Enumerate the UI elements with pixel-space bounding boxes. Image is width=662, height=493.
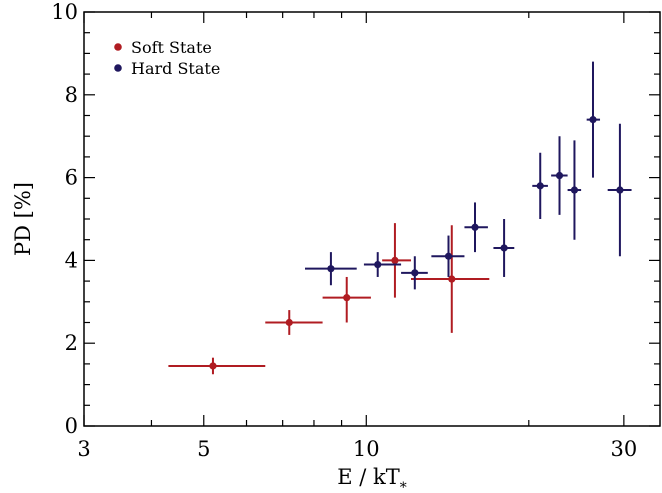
x-tick-label: 30	[610, 437, 637, 461]
y-axis-label: PD [%]	[11, 182, 35, 256]
data-point	[327, 265, 335, 273]
y-tick-label: 6	[65, 166, 78, 190]
legend: Soft State Hard State	[114, 38, 220, 78]
data-point	[411, 269, 419, 277]
x-axis-label-subscript: *	[400, 480, 407, 493]
data-point	[555, 171, 564, 180]
data-point	[616, 186, 624, 194]
y-tick-label: 8	[65, 83, 78, 107]
y-tick-label: 0	[65, 414, 78, 438]
data-point	[500, 244, 508, 252]
data-point	[448, 275, 456, 283]
data-point	[444, 252, 453, 260]
data-point	[391, 256, 399, 264]
x-tick-label: 3	[77, 437, 90, 461]
series-soft-state	[168, 223, 490, 375]
y-tick-label: 4	[65, 248, 78, 272]
legend-marker	[114, 43, 122, 51]
y-tick-label: 2	[65, 331, 78, 355]
data-point	[570, 186, 579, 194]
data-point	[374, 260, 382, 269]
legend-marker	[114, 64, 122, 72]
legend-label: Hard State	[131, 59, 220, 78]
x-axis-label: E / kT*	[337, 465, 407, 493]
x-tick-label: 5	[197, 437, 210, 461]
data-point	[471, 223, 479, 231]
axis-ticks: 0 2 4 6 8 10 3 5 10 30	[51, 0, 660, 461]
data-point	[209, 362, 217, 370]
data-point	[536, 182, 544, 190]
x-tick-label: 10	[353, 437, 380, 461]
y-tick-label: 10	[51, 0, 78, 24]
data-point	[343, 294, 351, 302]
data-points	[168, 61, 632, 375]
data-point	[285, 318, 293, 327]
legend-label: Soft State	[131, 38, 212, 57]
series-hard-state	[305, 61, 632, 290]
data-point	[589, 116, 597, 124]
